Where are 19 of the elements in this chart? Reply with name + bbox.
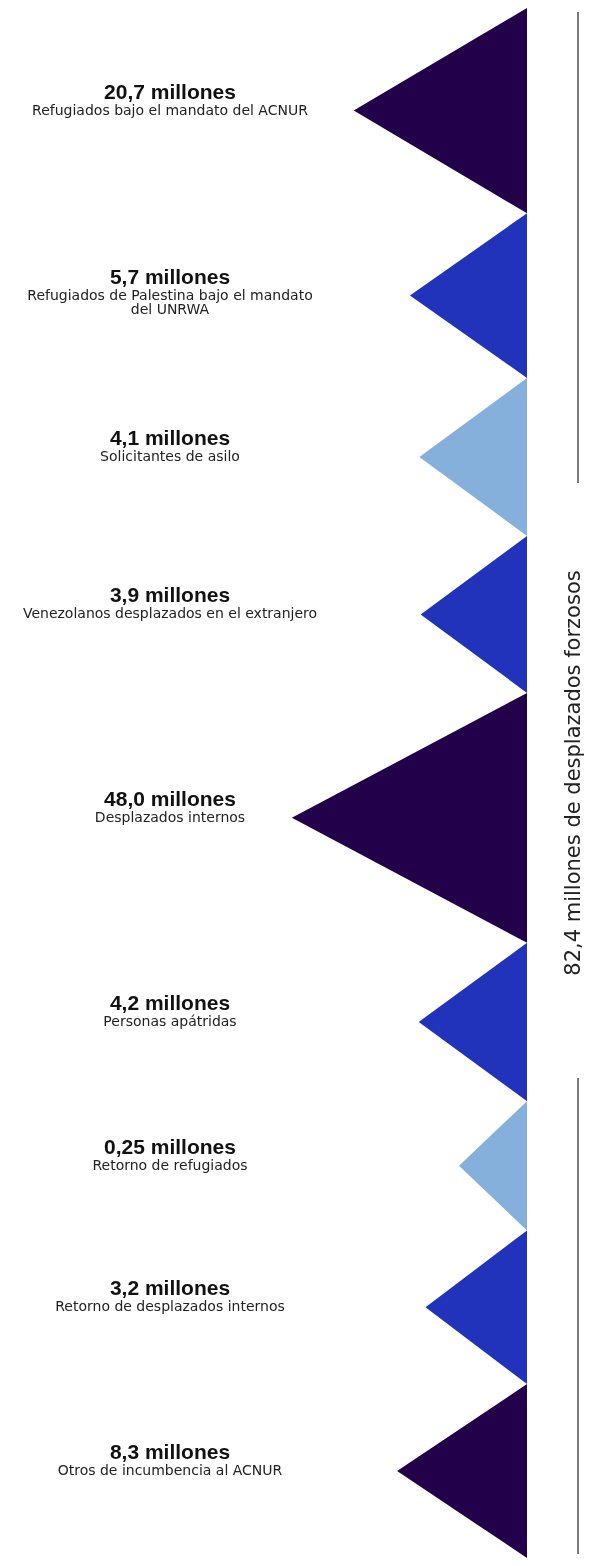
- data-label: 3,2 millones: [109, 1276, 231, 1300]
- data-label: 20,7 millones: [104, 79, 236, 103]
- category-label: Desplazados internos: [94, 808, 246, 825]
- data-label: 4,1 millones: [109, 425, 231, 449]
- text: 82,4 millones de desplazados forzosos: [561, 570, 585, 976]
- category-label: Solicitantes de asilo: [100, 447, 240, 464]
- data-label: 4,2 millones: [109, 990, 231, 1014]
- data-label: 3,9 millones: [109, 583, 231, 607]
- data-label: 8,3 millones: [109, 1440, 231, 1464]
- category-label: Personas apátridas: [103, 1012, 237, 1029]
- category-label: Refugiados de Palestina bajo el mandato del UNRWA: [27, 286, 313, 317]
- category-label: Retorno de desplazados internos: [55, 1298, 285, 1315]
- data-label: 0,25 millones: [104, 1134, 236, 1158]
- category-label: Otros de incumbencia al ACNUR: [57, 1461, 283, 1478]
- data-label: 5,7 millones: [109, 264, 231, 288]
- category-label: Venezolanos desplazados en el extranjero: [22, 605, 318, 622]
- data-label: 48,0 millones: [104, 786, 236, 810]
- category-label: Refugiados bajo el mandato del ACNUR: [32, 101, 309, 118]
- category-label: Retorno de refugiados: [92, 1156, 248, 1173]
